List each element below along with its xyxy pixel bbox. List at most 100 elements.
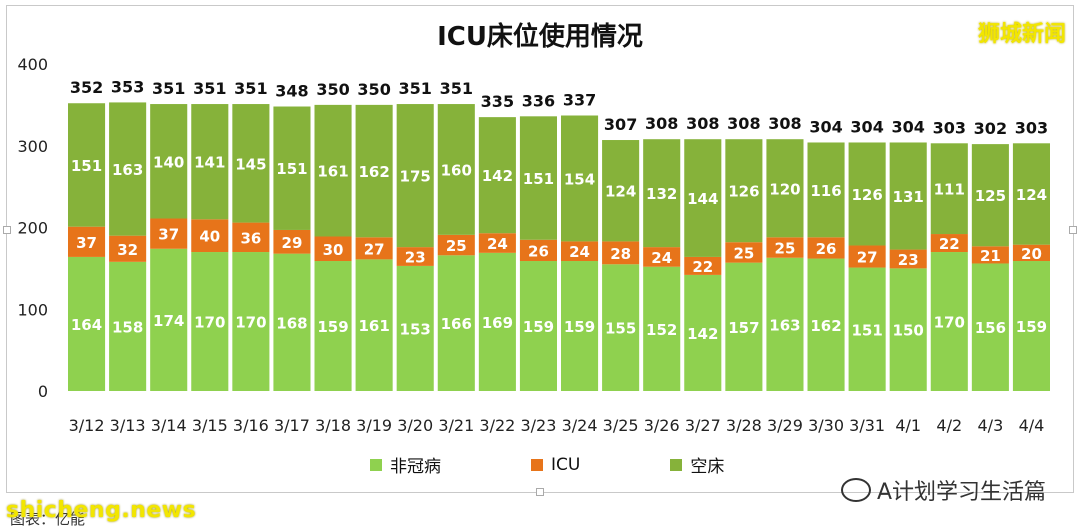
resize-handle-right[interactable] [1069,226,1077,234]
bar-segment-empty [807,142,845,238]
x-tick-label: 3/24 [562,416,598,435]
segment-value-label: 124 [1016,186,1047,204]
legend-swatch-non-covid [370,458,382,471]
segment-value-label: 159 [564,318,595,336]
bar-segment-icu [1012,244,1050,262]
chart-legend: 非冠病 ICU 空床 [370,452,724,477]
bar-segment-empty [150,104,188,219]
bar-segment-non-covid [273,253,311,391]
x-tick-label: 3/14 [151,416,187,435]
total-value-label: 348 [275,82,308,101]
total-value-label: 351 [234,79,267,98]
y-tick-label: 400 [17,55,48,74]
bar-segment-icu [971,246,1009,264]
bar-segment-non-covid [314,261,352,391]
bar-segment-non-covid [109,261,147,391]
total-value-label: 335 [481,92,514,111]
bar-segment-non-covid [643,266,681,391]
segment-value-label: 155 [605,320,636,338]
bar-segment-icu [314,236,352,262]
total-value-label: 307 [604,115,637,134]
total-value-label: 351 [193,79,226,98]
segment-value-label: 24 [487,235,508,253]
x-tick-label: 3/16 [233,416,269,435]
segment-value-label: 159 [523,318,554,336]
legend-label-empty: 空床 [690,457,725,477]
segment-value-label: 26 [816,240,837,258]
resize-handle-left[interactable] [3,226,11,234]
total-value-label: 304 [892,117,925,136]
segment-value-label: 25 [446,237,467,255]
y-tick-label: 0 [38,382,48,401]
bar-segment-icu [191,219,229,253]
segment-value-label: 120 [769,180,800,198]
segment-value-label: 22 [692,258,713,276]
segment-value-label: 27 [364,240,385,258]
y-tick-label: 100 [17,300,48,319]
segment-value-label: 159 [1016,318,1047,336]
segment-value-label: 23 [898,251,919,269]
bar-segment-empty [314,104,352,237]
segment-value-label: 144 [687,190,718,208]
total-value-label: 308 [686,114,719,133]
chart-title: ICU床位使用情况 [437,22,643,52]
site-watermark: shicheng.news [6,498,197,523]
bar-segment-empty [930,143,968,235]
segment-value-label: 22 [939,235,960,253]
bar-segment-non-covid [889,268,927,391]
total-value-label: 337 [563,91,596,110]
segment-value-label: 151 [276,160,307,178]
segment-value-label: 25 [775,240,796,258]
total-value-label: 351 [399,79,432,98]
bar-segment-empty [766,139,804,238]
bar-segment-empty [232,104,270,223]
bar-segment-icu [109,235,147,262]
bar-segment-empty [437,104,475,235]
bar-segment-non-covid [191,252,229,391]
segment-value-label: 132 [646,185,677,203]
wechat-account-name: A计划学习生活篇 [876,480,1046,505]
total-value-label: 308 [727,114,760,133]
segment-value-label: 160 [441,161,472,179]
segment-value-label: 36 [240,229,261,247]
bar-segment-non-covid [232,252,270,391]
bar-segment-empty [971,144,1009,247]
bar-segment-icu [437,234,475,256]
total-value-label: 304 [850,117,883,136]
segment-value-label: 32 [117,241,138,259]
x-tick-label: 3/21 [438,416,474,435]
segment-value-label: 166 [441,315,472,333]
bar-segment-non-covid [766,257,804,391]
legend-swatch-empty [670,458,683,471]
bar-segment-icu [355,237,393,260]
legend-item-empty: 空床 [670,452,724,477]
bar-segment-empty [355,104,393,238]
bar-segment-empty [561,115,599,242]
resize-handle-bottom[interactable] [536,488,544,496]
x-tick-label: 3/31 [849,416,885,435]
segment-value-label: 37 [76,234,97,252]
bar-segment-non-covid [68,256,106,391]
bar-segment-empty [68,103,106,227]
bar-segment-empty [643,139,681,248]
wechat-icon [840,478,871,502]
bar-segment-icu [561,241,599,262]
bar-segment-icu [519,239,557,262]
bar-segment-icu [684,256,722,275]
x-tick-label: 3/26 [644,416,680,435]
segment-value-label: 142 [482,167,513,185]
bar-segment-icu [68,226,106,257]
x-tick-label: 3/19 [356,416,392,435]
bar-segment-icu [396,247,434,266]
segment-value-label: 168 [276,314,307,332]
x-tick-label: 3/18 [315,416,351,435]
source-caption: 图表：亿能 [10,510,86,528]
wechat-watermark: A计划学习生活篇 [840,474,1046,506]
segment-value-label: 126 [728,183,759,201]
x-tick-label: 3/25 [603,416,639,435]
bar-segment-non-covid [725,262,763,391]
legend-item-icu: ICU [531,452,580,477]
segment-value-label: 23 [405,249,426,267]
x-tick-label: 3/29 [767,416,803,435]
